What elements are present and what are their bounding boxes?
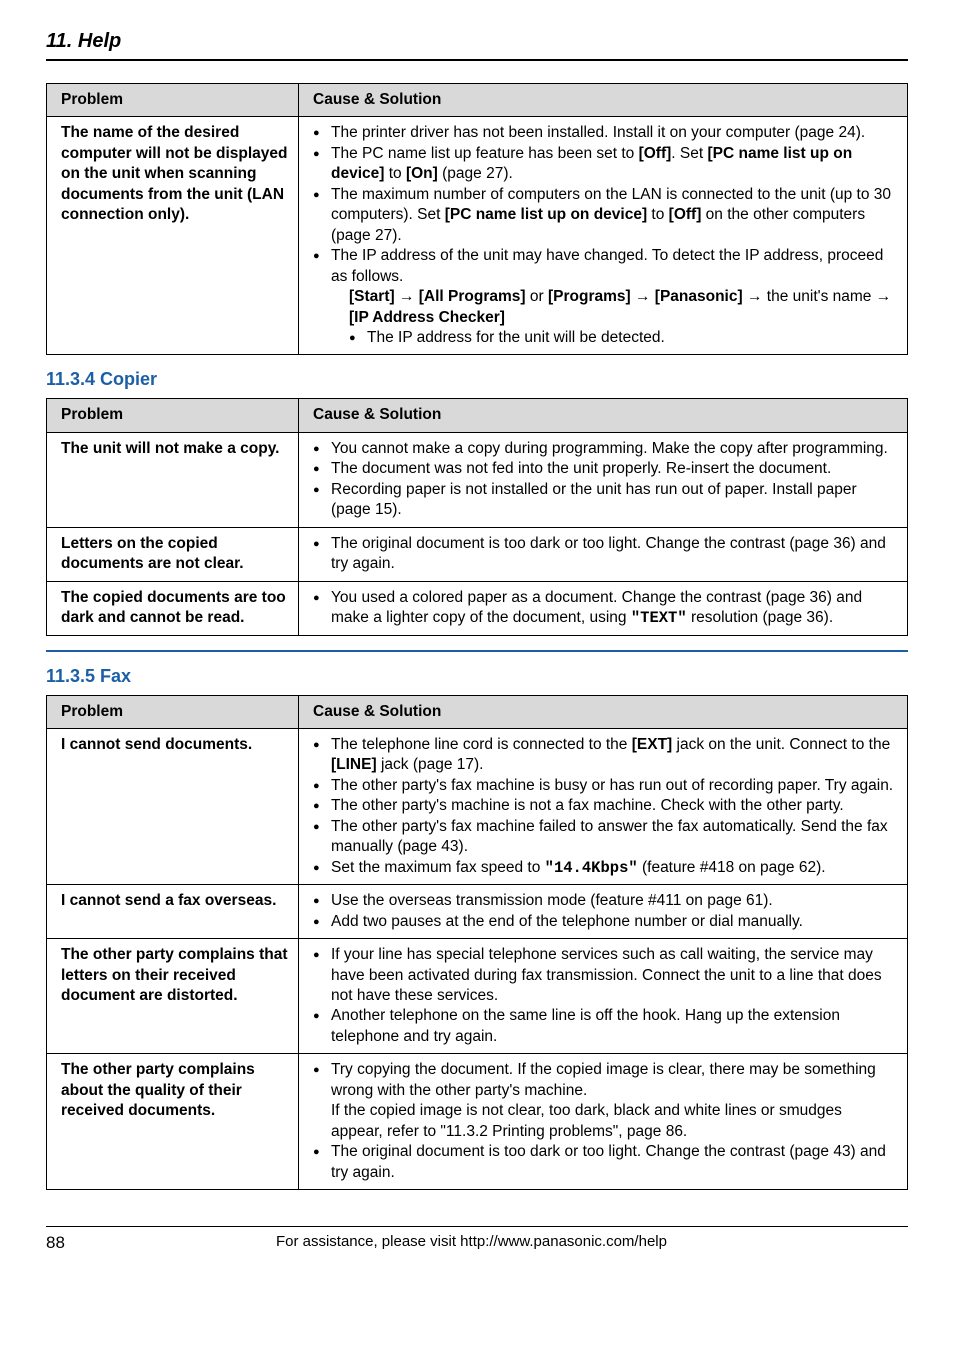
bullet-item: Try copying the document. If the copied … (313, 1060, 897, 1142)
problem-cell: I cannot send documents. (47, 728, 299, 884)
page-footer: 88 For assistance, please visit http://w… (46, 1226, 908, 1253)
bullet-item: You used a colored paper as a document. … (313, 588, 897, 629)
bullet-item: The printer driver has not been installe… (313, 123, 897, 143)
solution-cell: You used a colored paper as a document. … (299, 581, 908, 635)
bullet-list: You cannot make a copy during programmin… (313, 439, 897, 521)
table-first: Problem Cause & Solution The name of the… (46, 83, 908, 355)
col-solution: Cause & Solution (299, 399, 908, 432)
bullet-item: Use the overseas transmission mode (feat… (313, 891, 897, 911)
solution-cell: Try copying the document. If the copied … (299, 1054, 908, 1190)
table-header-row: Problem Cause & Solution (47, 695, 908, 728)
bullet-item: The other party's fax machine is busy or… (313, 776, 897, 796)
col-problem: Problem (47, 695, 299, 728)
bullet-item: If your line has special telephone servi… (313, 945, 897, 1006)
table-copier: Problem Cause & Solution The unit will n… (46, 398, 908, 635)
col-problem: Problem (47, 399, 299, 432)
col-problem: Problem (47, 84, 299, 117)
col-solution: Cause & Solution (299, 695, 908, 728)
bullet-item: The telephone line cord is connected to … (313, 735, 897, 776)
table-row: The copied documents are too dark and ca… (47, 581, 908, 635)
problem-cell: The unit will not make a copy. (47, 432, 299, 527)
table-row: The other party complains that letters o… (47, 939, 908, 1054)
bullet-item: Recording paper is not installed or the … (313, 480, 897, 521)
solution-cell: The printer driver has not been installe… (299, 117, 908, 355)
table-fax: Problem Cause & Solution I cannot send d… (46, 695, 908, 1191)
table-row: The unit will not make a copy. You canno… (47, 432, 908, 527)
bullet-item: The document was not fed into the unit p… (313, 459, 897, 479)
table-row: I cannot send documents. The telephone l… (47, 728, 908, 884)
bullet-item: The other party's fax machine failed to … (313, 817, 897, 858)
solution-cell: The telephone line cord is connected to … (299, 728, 908, 884)
problem-cell: The other party complains that letters o… (47, 939, 299, 1054)
divider-blue (46, 650, 908, 652)
solution-cell: You cannot make a copy during programmin… (299, 432, 908, 527)
bullet-item: Another telephone on the same line is of… (313, 1006, 897, 1047)
table-header-row: Problem Cause & Solution (47, 399, 908, 432)
heading-fax: 11.3.5 Fax (46, 666, 908, 687)
problem-cell: Letters on the copied documents are not … (47, 527, 299, 581)
solution-cell: Use the overseas transmission mode (feat… (299, 885, 908, 939)
bullet-list: You used a colored paper as a document. … (313, 588, 897, 629)
bullet-list: Use the overseas transmission mode (feat… (313, 891, 897, 932)
sub-bullet-list: The IP address for the unit will be dete… (349, 328, 897, 348)
page-container: 11. Help Problem Cause & Solution The na… (0, 0, 954, 1273)
bullet-list: If your line has special telephone servi… (313, 945, 897, 1047)
bullet-text: The IP address of the unit may have chan… (331, 247, 897, 328)
footer-spacer (878, 1233, 908, 1253)
col-solution: Cause & Solution (299, 84, 908, 117)
heading-copier: 11.3.4 Copier (46, 369, 908, 390)
sub-bullet-item: The IP address for the unit will be dete… (349, 328, 897, 348)
table-row: The name of the desired computer will no… (47, 117, 908, 355)
page-number: 88 (46, 1233, 65, 1253)
bullet-list: The original document is too dark or too… (313, 534, 897, 575)
bullet-list: Try copying the document. If the copied … (313, 1060, 897, 1183)
bullet-item: Set the maximum fax speed to "14.4Kbps" … (313, 858, 897, 878)
table-row: Letters on the copied documents are not … (47, 527, 908, 581)
problem-cell: The name of the desired computer will no… (47, 117, 299, 355)
problem-cell: The other party complains about the qual… (47, 1054, 299, 1190)
table-row: I cannot send a fax overseas. Use the ov… (47, 885, 908, 939)
bullet-item: The other party's machine is not a fax m… (313, 796, 897, 816)
solution-cell: If your line has special telephone servi… (299, 939, 908, 1054)
chapter-title: 11. Help (46, 30, 908, 61)
problem-cell: The copied documents are too dark and ca… (47, 581, 299, 635)
table-header-row: Problem Cause & Solution (47, 84, 908, 117)
bullet-list: The telephone line cord is connected to … (313, 735, 897, 878)
bullet-item: The PC name list up feature has been set… (313, 144, 897, 185)
footer-assist: For assistance, please visit http://www.… (65, 1233, 878, 1253)
table-row: The other party complains about the qual… (47, 1054, 908, 1190)
bullet-item: The maximum number of computers on the L… (313, 185, 897, 246)
bullet-item: Add two pauses at the end of the telepho… (313, 912, 897, 932)
bullet-item: You cannot make a copy during programmin… (313, 439, 897, 459)
bullet-item: The IP address of the unit may have chan… (313, 246, 897, 348)
problem-cell: I cannot send a fax overseas. (47, 885, 299, 939)
bullet-item: The original document is too dark or too… (313, 1142, 897, 1183)
bullet-list: The printer driver has not been installe… (313, 123, 897, 348)
solution-cell: The original document is too dark or too… (299, 527, 908, 581)
bullet-item: The original document is too dark or too… (313, 534, 897, 575)
